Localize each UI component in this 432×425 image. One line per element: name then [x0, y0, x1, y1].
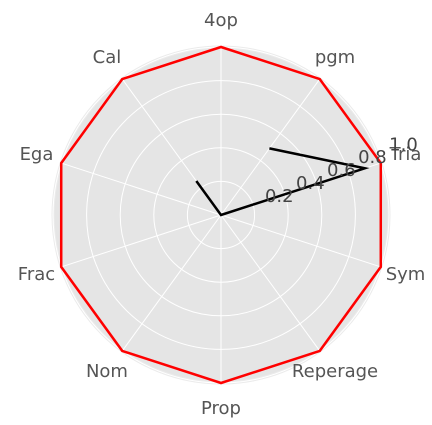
spoke	[121, 214, 222, 352]
category-label: 4op	[204, 10, 238, 31]
series-line	[195, 147, 370, 217]
spoke	[220, 214, 321, 352]
spoke	[61, 162, 222, 216]
category-label: Frac	[18, 264, 55, 285]
spoke	[61, 214, 222, 268]
radial-tick-label: 0.6	[327, 160, 356, 181]
radial-tick-label: 0.8	[358, 147, 387, 168]
radial-tick-label: 0.2	[265, 186, 294, 207]
category-label: Prop	[201, 398, 241, 419]
spoke	[220, 214, 381, 268]
series-line	[59, 45, 383, 385]
category-label: Cal	[93, 47, 122, 68]
category-label: Ega	[20, 144, 54, 165]
category-label: Reperage	[292, 361, 378, 382]
spoke	[220, 78, 321, 216]
category-label: Tria	[389, 144, 422, 165]
radial-tick-label: 0.4	[296, 173, 325, 194]
category-label: Sym	[386, 264, 426, 285]
radial-tick-label: 1.0	[389, 134, 418, 155]
category-label: pgm	[315, 47, 355, 68]
category-label: Nom	[86, 361, 128, 382]
